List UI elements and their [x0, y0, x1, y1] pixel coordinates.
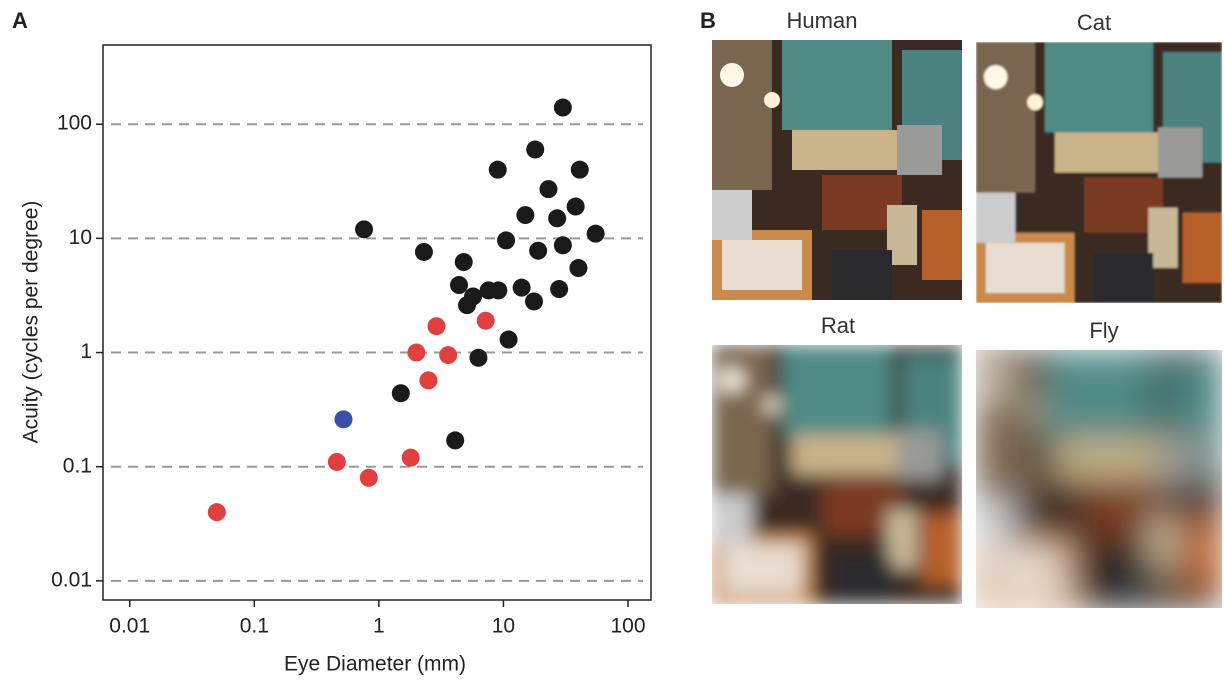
animal-point: [407, 344, 425, 362]
image-title: Human: [787, 8, 858, 33]
animal-point: [529, 242, 547, 260]
y-tick-label: 100: [57, 112, 92, 135]
figure: A B Eye Diameter (mm) Acuity (cycles per…: [0, 0, 1224, 688]
animal-point: [415, 243, 433, 261]
animal-point: [554, 99, 572, 117]
animal-point: [455, 253, 473, 271]
panel-label: A: [12, 8, 28, 33]
image-human: [712, 40, 962, 300]
animal-point: [464, 287, 482, 305]
animal-point: [500, 331, 518, 349]
animal-point: [328, 453, 346, 471]
plot-frame: [103, 45, 651, 600]
animal-point: [439, 346, 457, 364]
animal-point: [569, 259, 587, 277]
animal-point: [567, 198, 585, 216]
image-title: Cat: [1077, 10, 1111, 35]
animal-point: [402, 449, 420, 467]
animal-point: [334, 410, 352, 428]
image-title: Fly: [1089, 318, 1118, 343]
animal-point: [525, 292, 543, 310]
x-tick-label: 1: [373, 615, 385, 638]
y-axis-label: Acuity (cycles per degree): [20, 201, 43, 444]
animal-point: [469, 349, 487, 367]
x-tick-label: 0.01: [109, 615, 150, 638]
animal-point: [497, 231, 515, 249]
animal-point: [392, 384, 410, 402]
y-tick-label: 0.01: [51, 568, 92, 591]
y-tick-label: 1: [80, 340, 92, 363]
animal-point: [477, 312, 495, 330]
animal-point: [450, 276, 468, 294]
animal-point: [526, 141, 544, 159]
animal-point: [489, 281, 507, 299]
animal-point: [427, 317, 445, 335]
x-axis-label: Eye Diameter (mm): [284, 653, 466, 676]
animal-point: [548, 209, 566, 227]
animal-point: [360, 469, 378, 487]
animal-point: [550, 280, 568, 298]
animal-point: [489, 161, 507, 179]
y-tick-label: 0.1: [63, 454, 92, 477]
animal-point: [539, 180, 557, 198]
image-fly: [976, 350, 1222, 608]
x-tick-label: 10: [492, 615, 515, 638]
image-title: Rat: [821, 313, 855, 338]
animal-point: [208, 503, 226, 521]
animal-point: [554, 236, 572, 254]
y-tick-label: 10: [69, 226, 92, 249]
image-cat: [976, 42, 1222, 303]
animal-point: [516, 206, 534, 224]
animal-point: [446, 431, 464, 449]
image-rat: [712, 345, 962, 604]
x-tick-label: 100: [610, 615, 645, 638]
animal-point: [355, 220, 373, 238]
panel-label: B: [700, 8, 716, 33]
animal-point: [587, 225, 605, 243]
animal-point: [513, 279, 531, 297]
animal-point: [419, 371, 437, 389]
x-tick-label: 0.1: [240, 615, 269, 638]
animal-point: [571, 161, 589, 179]
